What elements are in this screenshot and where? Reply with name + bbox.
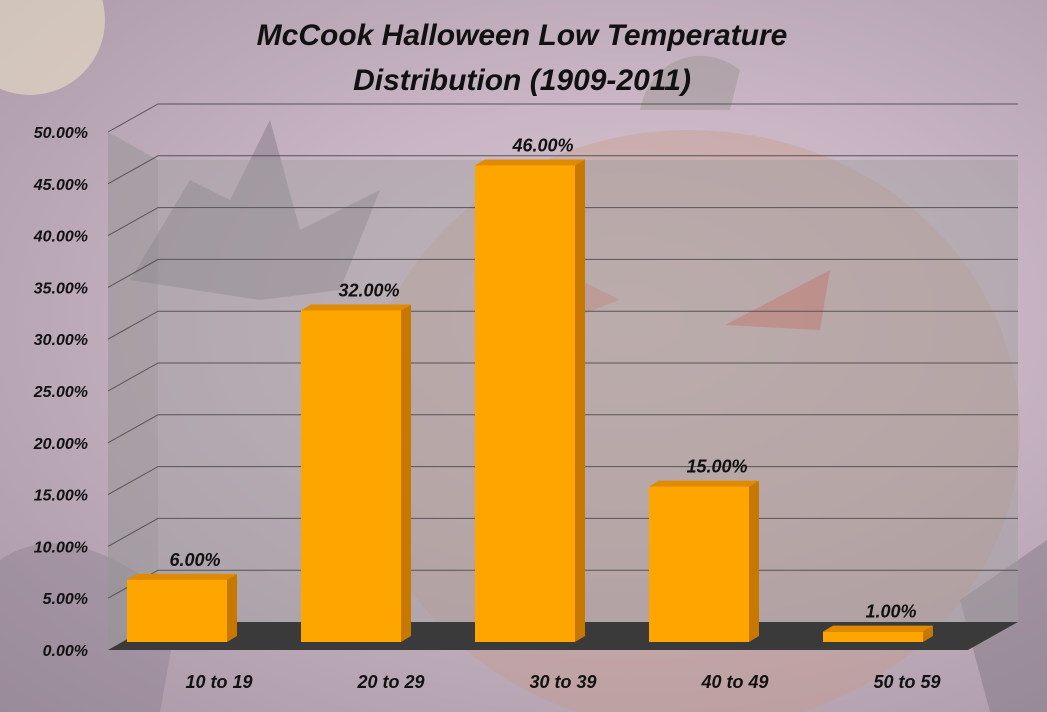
bar-side (227, 573, 237, 642)
gridline (107, 207, 1018, 237)
chart-title-line-1: McCook Halloween Low Temperature (257, 19, 788, 52)
y-tick-label: 20.00% (33, 436, 88, 453)
data-label: 1.00% (865, 602, 916, 622)
bar-front (127, 579, 227, 642)
y-tick-label: 0.00% (43, 643, 88, 660)
y-tick-label: 5.00% (43, 591, 88, 608)
bar-side (923, 625, 933, 642)
data-label: 6.00% (169, 550, 220, 570)
gridline (107, 362, 1018, 392)
y-tick-label: 15.00% (34, 488, 88, 505)
y-axis-tick-labels: 0.00% 5.00% 10.00% 15.00% 20.00% 25.00% 30.00%… (33, 125, 88, 660)
chart-title-line-2: Distribution (1909-2011) (353, 64, 691, 97)
bar-side (749, 480, 759, 642)
data-label: 46.00% (511, 135, 573, 155)
chart-side-wall (108, 132, 158, 650)
bar (649, 480, 759, 642)
gridline (107, 103, 1018, 133)
bar-top (475, 159, 585, 166)
bar-side (401, 304, 411, 642)
x-category-label: 10 to 19 (185, 672, 252, 692)
bar-front (301, 310, 401, 642)
bar-top (823, 625, 933, 632)
y-tick-label: 25.00% (33, 384, 88, 401)
bar-top (127, 573, 237, 580)
bar-top (301, 304, 411, 311)
bars (127, 159, 933, 642)
pumpkin-stem-icon (640, 55, 740, 110)
x-category-label: 40 to 49 (700, 672, 768, 692)
chart-title: McCook Halloween Low Temperature Distrib… (257, 19, 788, 97)
y-tick-label: 30.00% (34, 332, 88, 349)
bar-side (575, 159, 585, 642)
bar (127, 573, 237, 642)
bar (475, 159, 585, 642)
gridline (107, 466, 1018, 496)
bar-top (649, 480, 759, 487)
chart-back-wall (158, 160, 1018, 622)
moon-icon (0, 0, 105, 95)
y-tick-label: 10.00% (34, 539, 88, 556)
bar-front (475, 165, 575, 642)
x-category-label: 30 to 39 (529, 672, 596, 692)
bar-front (649, 486, 749, 642)
x-axis-category-labels: 10 to 19 20 to 29 30 to 39 40 to 49 50 to 59 (185, 672, 940, 692)
data-labels: 6.00% 32.00% 46.00% 15.00% 1.00% (169, 135, 916, 621)
pumpkin-eye-icon (725, 270, 830, 330)
x-category-label: 20 to 29 (356, 672, 424, 692)
y-tick-label: 40.00% (33, 229, 88, 246)
data-label: 15.00% (686, 457, 747, 477)
bat-icon (130, 120, 380, 300)
gridline (107, 258, 1018, 288)
y-tick-label: 50.00% (34, 125, 88, 142)
gridline (107, 414, 1018, 444)
bar (823, 625, 933, 642)
x-category-label: 50 to 59 (873, 672, 940, 692)
gridline (107, 155, 1018, 185)
bar-front (823, 631, 923, 642)
bar (301, 304, 411, 642)
gridline (107, 310, 1018, 340)
y-tick-label: 35.00% (34, 280, 88, 297)
data-label: 32.00% (338, 280, 399, 300)
y-tick-label: 45.00% (33, 177, 88, 194)
